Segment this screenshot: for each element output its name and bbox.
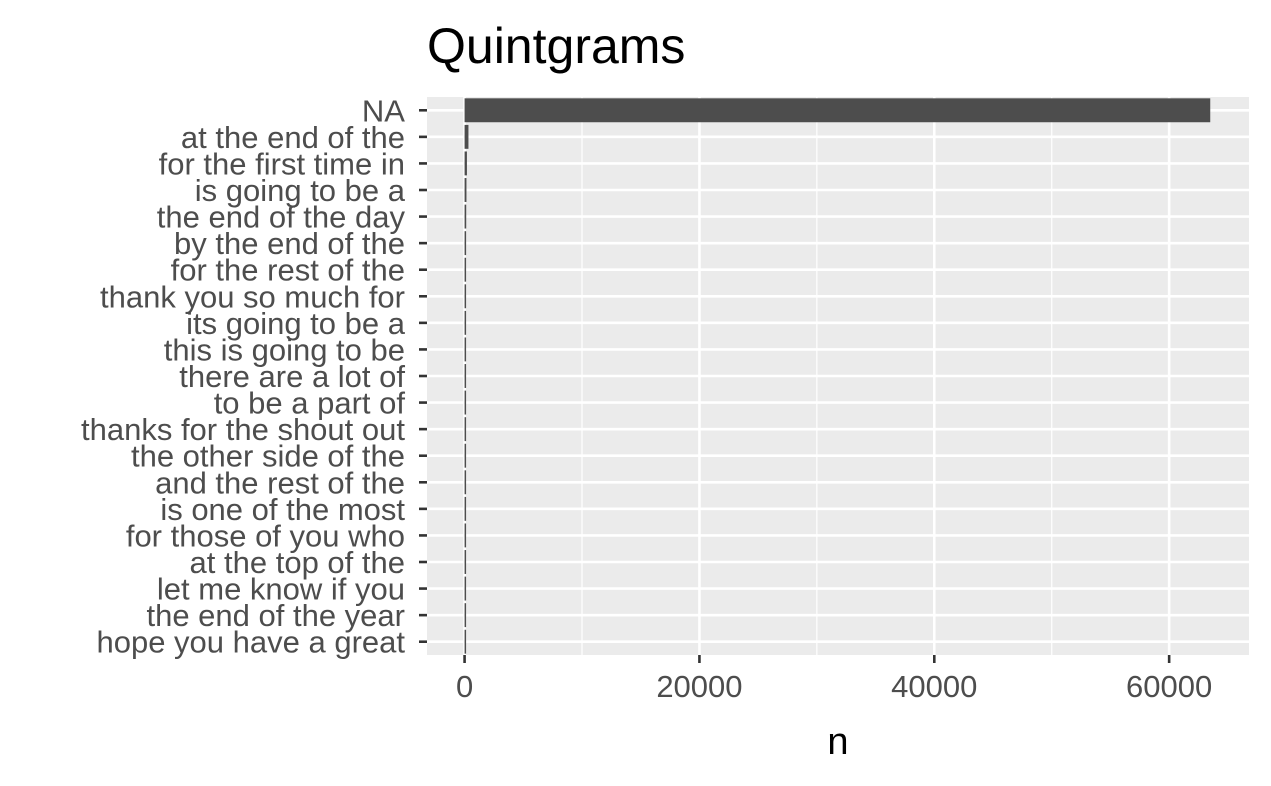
bar — [464, 231, 467, 256]
x-tick-label: 40000 — [891, 669, 977, 704]
y-tick-label: let me know if you — [157, 572, 405, 607]
y-tick-label: and the rest of the — [155, 465, 405, 500]
bar — [464, 310, 467, 335]
bar — [464, 178, 467, 202]
x-axis: 0 20000 40000 60000 — [456, 655, 1212, 704]
y-tick-label: this is going to be — [164, 332, 405, 367]
bar — [464, 443, 467, 468]
x-tick-label: 20000 — [656, 669, 742, 704]
bar — [464, 523, 467, 548]
bar — [464, 124, 469, 149]
y-tick-label: its going to be a — [186, 306, 406, 341]
y-tick-label: thanks for the shout out — [81, 412, 405, 447]
bar — [464, 257, 467, 282]
bar — [464, 151, 467, 176]
y-tick-label: there are a lot of — [179, 359, 405, 394]
bar — [464, 550, 467, 574]
y-tick-label: is one of the most — [160, 492, 405, 527]
y-tick-label: at the end of the — [181, 120, 405, 155]
y-tick-label: the other side of the — [131, 439, 405, 474]
bars — [464, 98, 1211, 654]
x-tick-label: 0 — [456, 669, 473, 704]
x-axis-title: n — [827, 721, 848, 763]
bar — [464, 470, 467, 495]
bar — [464, 284, 467, 309]
plot-panel — [427, 97, 1249, 655]
y-tick-label: NA — [362, 93, 405, 128]
bar — [464, 629, 467, 654]
bar — [464, 603, 467, 628]
y-tick-label: hope you have a great — [96, 625, 405, 660]
bar — [464, 337, 467, 362]
y-tick-label: is going to be a — [195, 173, 406, 208]
bar — [464, 417, 467, 442]
y-tick-label: the end of the year — [146, 598, 405, 633]
bar — [464, 364, 467, 388]
x-tick-label: 60000 — [1126, 669, 1212, 704]
y-tick-label: thank you so much for — [100, 279, 405, 314]
bar — [464, 204, 467, 229]
y-tick-label: to be a part of — [214, 386, 406, 421]
y-tick-label: for the rest of the — [171, 253, 405, 288]
y-tick-label: at the top of the — [190, 545, 405, 580]
bar — [464, 496, 467, 521]
y-tick-label: for the first time in — [159, 146, 405, 181]
bar — [464, 576, 467, 601]
bar — [464, 390, 467, 415]
y-tick-label: the end of the day — [157, 200, 406, 235]
bar — [464, 98, 1211, 123]
chart-title: Quintgrams — [427, 18, 685, 74]
y-tick-label: by the end of the — [174, 226, 405, 261]
y-tick-label: for those of you who — [126, 518, 405, 553]
